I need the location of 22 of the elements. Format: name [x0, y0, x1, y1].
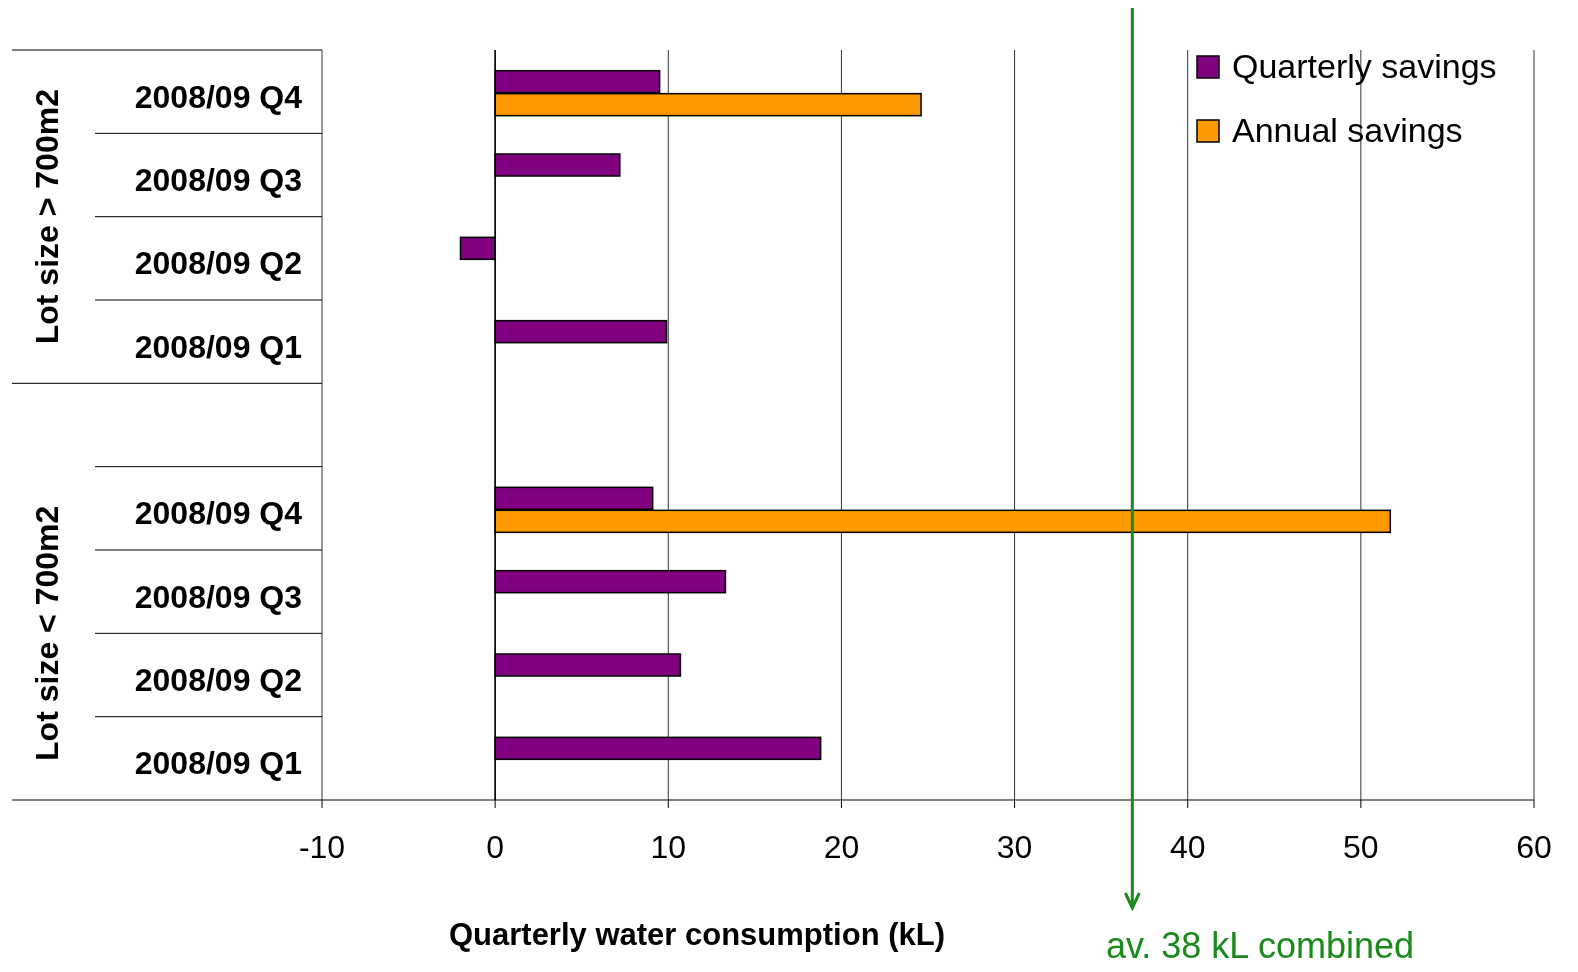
- x-tick-label: 0: [486, 829, 505, 865]
- y-tick-label: 2008/09 Q4: [134, 78, 303, 115]
- x-tick-label: 60: [1516, 829, 1552, 865]
- x-tick-label: 10: [650, 829, 687, 865]
- x-tick-label: 40: [1169, 829, 1206, 865]
- y-tick-label: 2008/09 Q1: [134, 328, 302, 365]
- x-tick-label: 30: [996, 829, 1033, 865]
- y-tick-label: 2008/09 Q3: [134, 162, 302, 198]
- x-tick-label: -10: [298, 829, 346, 865]
- legend-label: Quarterly savings: [1232, 47, 1497, 85]
- y-tick-label: 2008/09 Q3: [134, 578, 302, 615]
- x-tick-label: 50: [1343, 829, 1379, 865]
- legend-label: Annual savings: [1232, 111, 1463, 149]
- y-tick-label: 2008/09 Q4: [134, 495, 303, 532]
- y-tick-label: 2008/09 Q2: [134, 245, 302, 282]
- text: Lot size > 700m2: [29, 89, 65, 345]
- ref-line-label: av. 38 kL combined: [1105, 925, 1415, 966]
- x-axis-title: Quarterly water consumption (kL): [448, 917, 946, 952]
- text: Lot size < 700m2: [29, 505, 65, 761]
- y-tick-label: 2008/09 Q1: [134, 745, 302, 782]
- x-tick-label: 20: [823, 829, 860, 865]
- y-tick-label: 2008/09 Q2: [134, 662, 302, 698]
